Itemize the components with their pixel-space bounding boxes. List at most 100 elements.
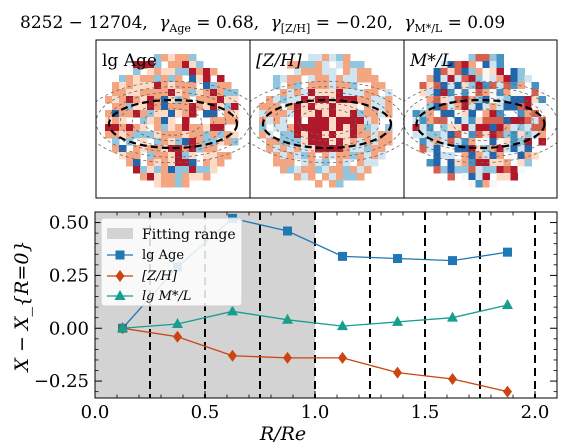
map-panel-zh [249, 39, 405, 199]
map-pixel [154, 138, 162, 146]
map-pixel [308, 82, 316, 90]
map-pixel [329, 54, 337, 62]
map-pixel [482, 138, 490, 146]
map-pixel [475, 103, 483, 111]
map-pixel [105, 124, 113, 132]
map-pixel [343, 138, 351, 146]
map-pixel [482, 75, 490, 83]
map-pixel [440, 131, 448, 139]
map-pixel [196, 103, 204, 111]
map-pixel [440, 82, 448, 90]
map-pixel [468, 173, 476, 181]
map-pixel [182, 166, 190, 174]
data-point [502, 299, 513, 309]
map-pixel [140, 89, 148, 97]
map-pixel [433, 131, 441, 139]
map-pixel [140, 145, 148, 153]
map-pixel [126, 131, 134, 139]
map-pixel [426, 89, 434, 97]
map-pixel [182, 180, 190, 188]
map-pixel [503, 138, 511, 146]
map-panel-age-pixels [96, 54, 250, 188]
map-pixel [538, 124, 546, 132]
map-pixel [161, 124, 169, 132]
map-pixel [210, 131, 218, 139]
map-pixel [203, 166, 211, 174]
map-pixel [385, 96, 393, 104]
map-pixel [357, 138, 365, 146]
map-pixel [440, 68, 448, 76]
map-pixel [350, 173, 358, 181]
map-pixel [510, 96, 518, 104]
map-pixel [182, 117, 190, 125]
map-pixel [517, 75, 525, 83]
map-pixel [412, 131, 420, 139]
map-pixel [350, 103, 358, 111]
map-pixel [489, 152, 497, 160]
map-pixel [454, 103, 462, 111]
map-pixel [294, 82, 302, 90]
map-pixel [231, 138, 239, 146]
map-pixel [357, 152, 365, 160]
map-pixel [266, 138, 274, 146]
map-pixel [119, 89, 127, 97]
map-pixel [489, 138, 497, 146]
map-pixel [329, 68, 337, 76]
gamma-age-sub: Age [168, 22, 191, 35]
map-pixel [189, 68, 197, 76]
map-pixel [322, 82, 330, 90]
map-pixel [343, 54, 351, 62]
series-line [122, 304, 508, 329]
map-pixel [531, 131, 539, 139]
map-pixel [510, 152, 518, 160]
map-pixel [224, 96, 232, 104]
gamma-ml-val: = 0.09 [442, 13, 505, 33]
map-pixel [454, 68, 462, 76]
map-pixel [154, 173, 162, 181]
map-pixel [140, 96, 148, 104]
map-pixel [231, 117, 239, 125]
data-point [173, 330, 182, 343]
map-pixel [419, 117, 427, 125]
map-pixel [189, 103, 197, 111]
map-pixel [154, 75, 162, 83]
map-pixel [343, 166, 351, 174]
data-point [283, 226, 292, 236]
map-pixel [468, 124, 476, 132]
map-pixel [161, 75, 169, 83]
map-pixel [419, 124, 427, 132]
map-pixel [168, 180, 176, 188]
map-pixel [378, 103, 386, 111]
map-pixel [175, 152, 183, 160]
gamma-age-val: = 0.68, [191, 13, 259, 33]
data-point [227, 305, 238, 316]
map-pixel [531, 96, 539, 104]
map-pixel [475, 131, 483, 139]
map-pixel [287, 166, 295, 174]
map-pixel [378, 110, 386, 118]
map-pixel [496, 117, 504, 125]
map-pixel [203, 110, 211, 118]
map-pixel [496, 138, 504, 146]
map-pixel [496, 159, 504, 167]
map-frame [403, 39, 558, 199]
map-pixel [357, 75, 365, 83]
map-pixel [482, 180, 490, 188]
map-pixel [496, 124, 504, 132]
data-point [447, 311, 458, 322]
map-pixel [322, 61, 330, 69]
map-pixel [189, 159, 197, 167]
map-pixel [182, 54, 190, 62]
map-pixel [287, 89, 295, 97]
map-pixel [524, 103, 532, 111]
map-pixel [336, 110, 344, 118]
map-pixel [217, 152, 225, 160]
map-pixel [147, 89, 155, 97]
map-pixel [322, 54, 330, 62]
map-pixel [461, 82, 469, 90]
map-pixel [308, 103, 316, 111]
map-pixel [454, 82, 462, 90]
map-pixel [301, 173, 309, 181]
map-pixel [371, 89, 379, 97]
map-pixel [503, 89, 511, 97]
